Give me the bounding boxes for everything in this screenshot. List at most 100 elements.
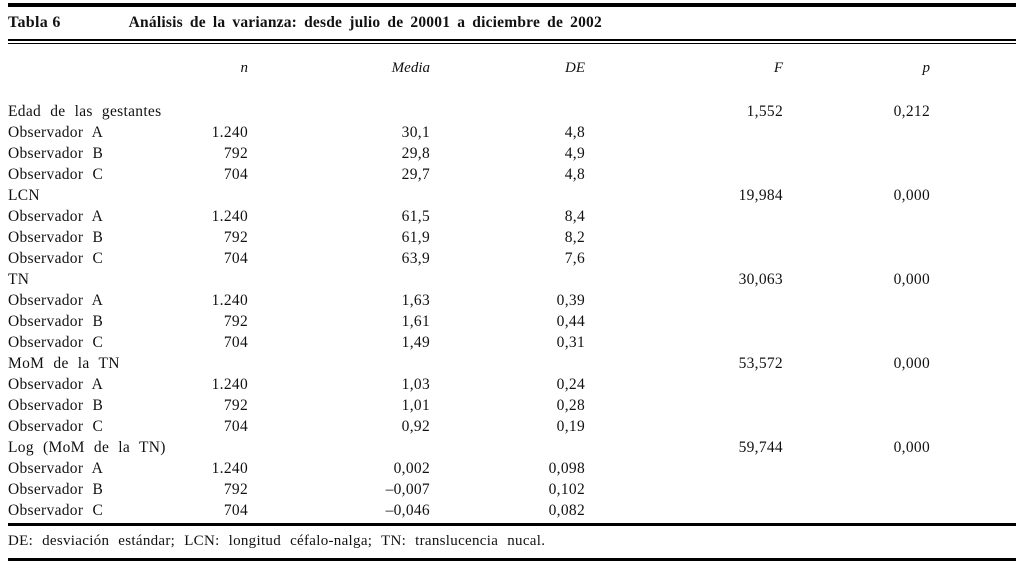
cell-n: 792 <box>223 397 248 414</box>
table-row: Log (MoM de la TN) 59,744 0,000 <box>8 437 1016 458</box>
cell-f <box>585 290 783 311</box>
cell-n: 1.240 <box>211 124 248 141</box>
cell-de <box>430 269 585 290</box>
cell-p: 0,212 <box>893 103 930 120</box>
cell-f: 19,984 <box>738 187 783 204</box>
caption-divider-rule <box>8 39 1016 44</box>
cell-filler <box>930 437 1016 458</box>
cell-f <box>585 164 783 185</box>
cell-f <box>585 500 783 521</box>
cell-p <box>783 395 930 416</box>
cell-n <box>158 185 248 206</box>
cell-n <box>158 353 248 374</box>
table-row: Observador B 792 61,9 8,2 <box>8 227 1016 248</box>
table-header: n Media DE F p <box>8 44 1016 101</box>
cell-media <box>248 269 430 290</box>
cell-f <box>585 458 783 479</box>
cell-media: 1,49 <box>401 334 430 351</box>
cell-de <box>430 185 585 206</box>
column-header-n: n <box>240 60 249 76</box>
cell-p <box>783 248 930 269</box>
row-label: Observador C <box>8 250 104 267</box>
cell-n: 704 <box>223 334 248 351</box>
cell-filler <box>930 101 1016 122</box>
cell-media: 1,63 <box>401 292 430 309</box>
table-row: Observador C 704 0,92 0,19 <box>8 416 1016 437</box>
table-row: Observador B 792 1,61 0,44 <box>8 311 1016 332</box>
cell-p <box>783 458 930 479</box>
row-label: Edad de las gestantes <box>8 103 162 120</box>
row-label: Observador A <box>8 124 104 141</box>
cell-media: 0,92 <box>401 418 430 435</box>
cell-filler <box>930 458 1016 479</box>
cell-filler <box>930 143 1016 164</box>
table-row: Observador B 792 –0,007 0,102 <box>8 479 1016 500</box>
cell-media <box>248 185 430 206</box>
cell-n <box>158 437 248 458</box>
cell-media: 61,5 <box>401 208 430 225</box>
cell-f <box>585 227 783 248</box>
cell-filler <box>930 374 1016 395</box>
cell-media: 29,8 <box>401 145 430 162</box>
cell-de <box>430 437 585 458</box>
column-header-media: Media <box>391 60 430 76</box>
cell-f: 53,572 <box>738 355 783 372</box>
cell-n: 792 <box>223 229 248 246</box>
table-row: Observador B 792 29,8 4,9 <box>8 143 1016 164</box>
cell-de: 0,39 <box>556 292 585 309</box>
row-label: Observador C <box>8 418 104 435</box>
cell-filler <box>930 185 1016 206</box>
cell-de: 7,6 <box>564 250 585 267</box>
cell-p: 0,000 <box>893 355 930 372</box>
cell-n: 704 <box>223 166 248 183</box>
cell-p <box>783 332 930 353</box>
column-header-empty <box>8 44 158 101</box>
cell-p <box>783 479 930 500</box>
table-label: Tabla 6 <box>8 14 61 31</box>
cell-n: 1.240 <box>211 460 248 477</box>
cell-filler <box>930 395 1016 416</box>
cell-media <box>248 437 430 458</box>
cell-de: 4,8 <box>564 166 585 183</box>
cell-media: 0,002 <box>393 460 430 477</box>
column-header-de: DE <box>565 60 585 76</box>
cell-filler <box>930 416 1016 437</box>
row-label: Observador B <box>8 145 104 162</box>
table-row: Observador A 1.240 1,63 0,39 <box>8 290 1016 311</box>
cell-f <box>585 143 783 164</box>
cell-n: 704 <box>223 418 248 435</box>
row-label: TN <box>8 271 30 288</box>
row-label: Observador A <box>8 376 104 393</box>
row-label: Observador B <box>8 313 104 330</box>
cell-filler <box>930 206 1016 227</box>
cell-filler <box>930 122 1016 143</box>
cell-de: 0,098 <box>548 460 585 477</box>
cell-filler <box>930 311 1016 332</box>
table-body: Edad de las gestantes 1,552 0,212 Observado… <box>8 101 1016 521</box>
top-rule <box>8 3 1016 7</box>
table-row: Observador C 704 63,9 7,6 <box>8 248 1016 269</box>
row-label: Observador C <box>8 502 104 519</box>
cell-media <box>248 101 430 122</box>
cell-f <box>585 122 783 143</box>
cell-f <box>585 248 783 269</box>
table-caption: Tabla 6 Análisis de la varianza: desde j… <box>8 7 1016 39</box>
cell-filler <box>930 269 1016 290</box>
row-label: LCN <box>8 187 40 204</box>
cell-media: 63,9 <box>401 250 430 267</box>
cell-media: 1,03 <box>401 376 430 393</box>
cell-n: 1.240 <box>211 376 248 393</box>
cell-de: 4,8 <box>564 124 585 141</box>
cell-f <box>585 311 783 332</box>
row-label: Observador C <box>8 334 104 351</box>
cell-p <box>783 416 930 437</box>
cell-filler <box>930 248 1016 269</box>
cell-media <box>248 353 430 374</box>
cell-media: –0,007 <box>385 481 430 498</box>
cell-de: 4,9 <box>564 145 585 162</box>
cell-p <box>783 143 930 164</box>
cell-filler <box>930 353 1016 374</box>
cell-de: 0,24 <box>556 376 585 393</box>
bottom-rule <box>8 557 1016 561</box>
cell-de <box>430 353 585 374</box>
